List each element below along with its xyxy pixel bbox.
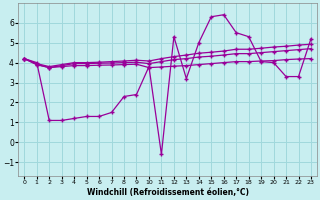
X-axis label: Windchill (Refroidissement éolien,°C): Windchill (Refroidissement éolien,°C) [87, 188, 249, 197]
